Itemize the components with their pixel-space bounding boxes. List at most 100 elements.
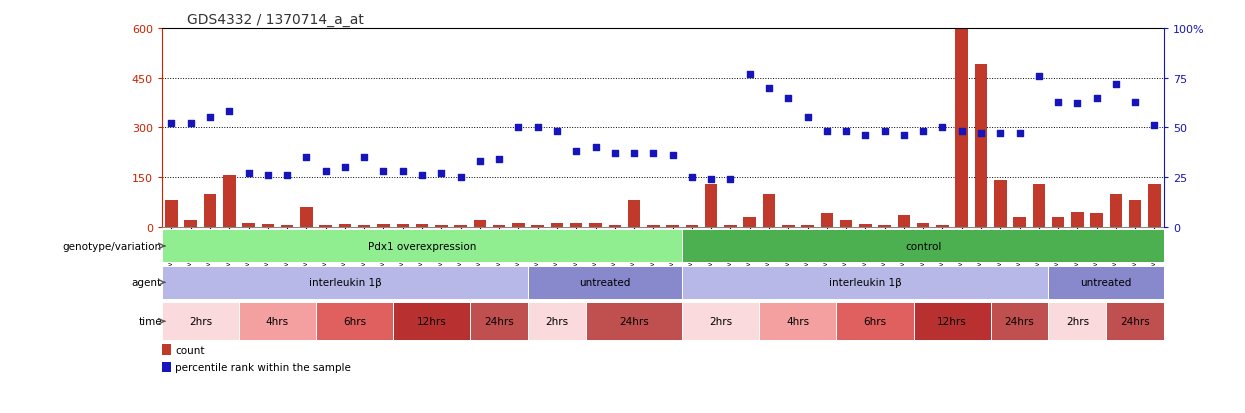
Bar [840,221,853,227]
Bar [1048,303,1107,340]
Bar [416,225,428,227]
Bar [1148,184,1160,227]
Point [933,125,952,131]
Point [894,133,914,139]
Point [219,109,239,116]
Bar [1052,217,1064,227]
Bar [802,225,814,227]
Point [644,150,664,157]
Bar [609,225,621,227]
Text: 2hrs: 2hrs [545,316,569,327]
Point [489,157,509,163]
Bar [725,225,737,227]
Text: 6hrs: 6hrs [864,316,886,327]
Point [258,172,278,179]
Point [721,176,741,183]
Point [951,129,971,135]
Bar [837,303,914,340]
Bar [396,225,410,227]
Point [335,164,355,171]
Point [759,85,779,92]
Bar [589,224,601,227]
Bar [493,225,505,227]
Bar [223,176,235,227]
Bar [682,303,759,340]
Bar [471,303,528,340]
Bar [975,65,987,227]
Bar [820,214,833,227]
Point [200,115,220,121]
Bar [162,266,528,299]
Text: agent: agent [132,278,162,288]
Bar [162,344,172,355]
Text: 4hrs: 4hrs [787,316,809,327]
Text: 4hrs: 4hrs [266,316,289,327]
Bar [1107,303,1164,340]
Point [662,152,682,159]
Point [798,115,818,121]
Point [1048,99,1068,106]
Bar [570,224,583,227]
Bar [528,266,682,299]
Bar [528,303,586,340]
Text: 24hrs: 24hrs [484,316,514,327]
Bar [162,230,682,263]
Point [162,121,182,127]
Bar [454,225,467,227]
Point [682,174,702,181]
Point [566,149,586,155]
Point [508,125,528,131]
Point [1125,99,1145,106]
Bar [300,207,312,227]
Bar [955,29,967,227]
Text: GDS4332 / 1370714_a_at: GDS4332 / 1370714_a_at [187,13,364,27]
Point [451,174,471,181]
Point [1028,73,1048,80]
Bar [878,225,891,227]
Bar [473,221,486,227]
Point [971,131,991,137]
Text: interleukin 1β: interleukin 1β [829,278,901,288]
Bar [586,303,682,340]
Point [1087,95,1107,102]
Point [778,95,798,102]
Point [239,170,259,177]
Bar [243,224,255,227]
Point [547,129,566,135]
Point [1144,123,1164,129]
Bar [916,224,930,227]
Bar [682,266,1048,299]
Point [278,172,298,179]
Bar [1013,217,1026,227]
Bar [184,221,197,227]
Bar [320,225,332,227]
Bar [627,201,640,227]
Bar [1091,214,1103,227]
Bar [281,225,294,227]
Point [412,172,432,179]
Point [181,121,200,127]
Bar [532,225,544,227]
Bar [261,225,274,227]
Bar [204,194,217,227]
Bar [339,225,351,227]
Point [913,129,933,135]
Bar [994,181,1006,227]
Text: genotype/variation: genotype/variation [62,241,162,252]
Point [296,154,316,161]
Point [355,154,375,161]
Point [837,129,857,135]
Bar [1048,266,1164,299]
Point [701,176,721,183]
Bar [686,225,698,227]
Text: 12hrs: 12hrs [417,316,447,327]
Point [316,169,336,175]
Bar [377,225,390,227]
Text: 24hrs: 24hrs [1120,316,1150,327]
Text: percentile rank within the sample: percentile rank within the sample [176,362,351,372]
Bar [1071,212,1083,227]
Point [393,169,413,175]
Point [528,125,548,131]
Text: control: control [905,241,941,252]
Point [605,150,625,157]
